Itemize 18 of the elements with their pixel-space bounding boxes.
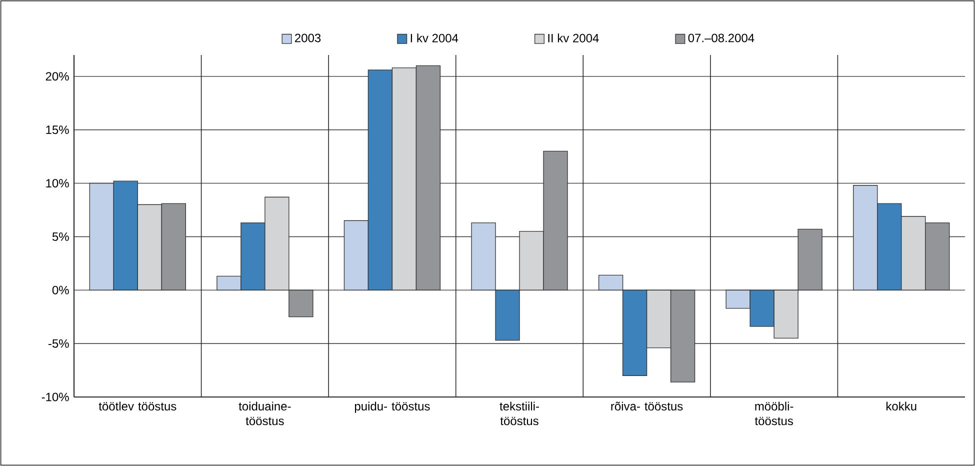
x-tick-label: toiduaine- tööstus — [238, 402, 291, 426]
x-tick-label: töötlev tööstus — [98, 402, 176, 411]
y-tick-label: -5% — [48, 339, 69, 348]
x-tick-label: puidu- tööstus — [354, 402, 430, 413]
x-tick-label: rõiva- tööstus — [611, 402, 683, 411]
y-tick-label: -10% — [42, 392, 69, 402]
legend-label: 07.–08.2004 — [688, 34, 754, 42]
x-tick-label: kokku — [886, 402, 916, 411]
y-tick-label: 5% — [52, 232, 69, 241]
legend-label: 2003 — [295, 34, 321, 42]
x-tick-label: mööbli- tööstus — [754, 402, 794, 426]
y-tick-label: 0% — [52, 286, 69, 294]
y-tick-label: 10% — [46, 178, 69, 188]
x-tick-label: tekstiili- tööstus — [500, 402, 539, 426]
y-tick-label: 20% — [46, 72, 69, 81]
legend-label: I kv 2004 — [410, 34, 458, 42]
legend-label: II kv 2004 — [548, 34, 599, 42]
y-tick-label: 15% — [46, 126, 69, 134]
